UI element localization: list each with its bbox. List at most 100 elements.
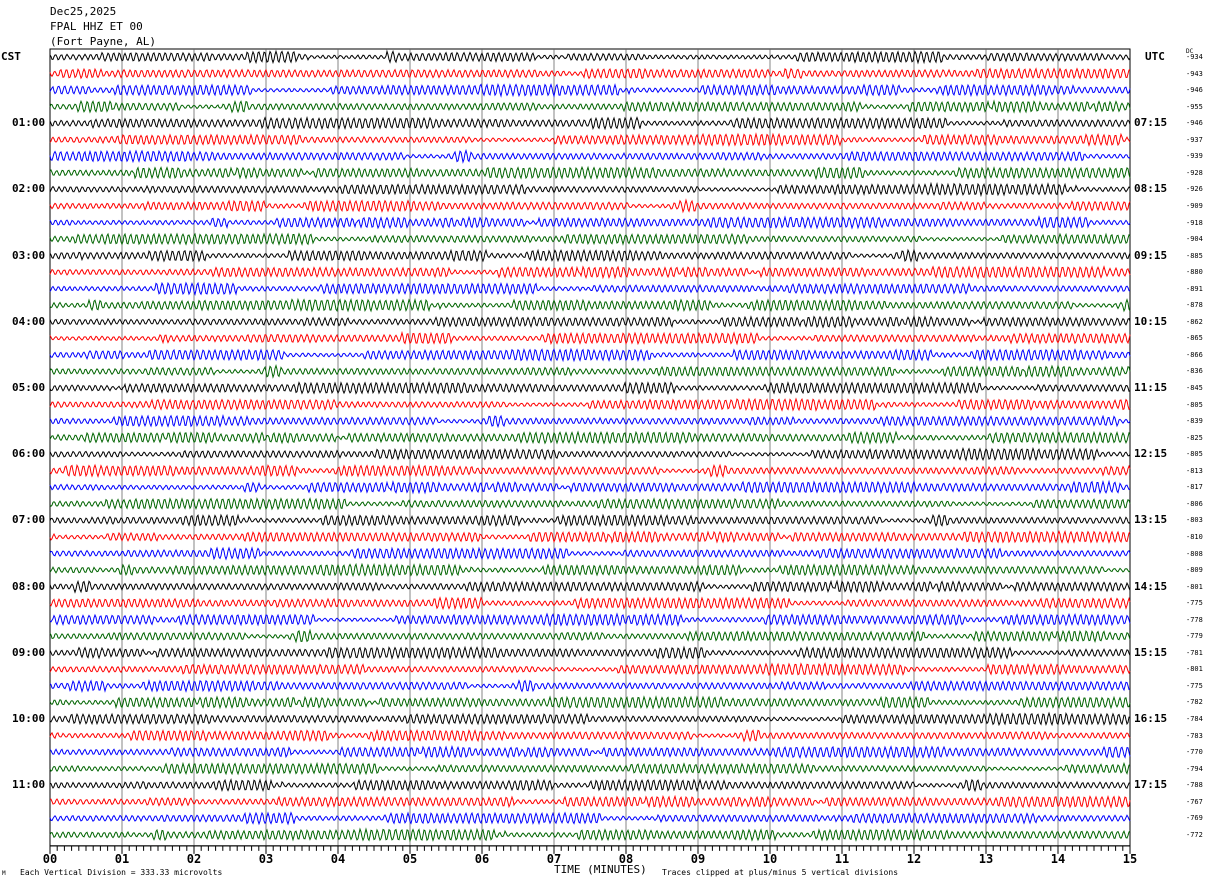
x-tick-label: 11	[835, 852, 849, 866]
cst-hour-label: 01:00	[12, 116, 46, 130]
x-tick-label: 05	[403, 852, 417, 866]
cst-axis-label: CST	[1, 50, 21, 63]
header-location: (Fort Payne, AL)	[50, 35, 156, 48]
plot-frame	[49, 48, 1131, 847]
header-station: FPAL HHZ ET 00	[50, 20, 143, 33]
dc-offset: -937	[1186, 135, 1203, 144]
seismic-trace	[49, 811, 1131, 826]
seismic-trace	[49, 414, 1131, 429]
x-tick-label: 13	[979, 852, 993, 866]
x-tick-label: 12	[907, 852, 921, 866]
seismic-trace	[49, 479, 1131, 495]
seismic-trace	[49, 529, 1131, 544]
dc-offset: -926	[1186, 185, 1203, 194]
dc-offset: -770	[1186, 748, 1203, 757]
utc-hour-label: 16:15	[1134, 712, 1168, 725]
seismic-trace	[49, 165, 1131, 181]
dc-label: DC	[1186, 48, 1194, 55]
seismic-trace	[49, 711, 1130, 727]
dc-offset: -794	[1186, 764, 1203, 773]
dc-offset: -904	[1186, 235, 1203, 244]
dc-offset: -781	[1186, 648, 1203, 657]
utc-hour-label: 12:15	[1134, 447, 1168, 461]
utc-hour-label: 07:15	[1134, 116, 1168, 130]
cst-hour-label: 05:00	[12, 381, 46, 394]
cst-hour-label: 09:00	[12, 645, 46, 659]
dc-offset: -783	[1186, 731, 1203, 740]
utc-hour-label: 09:15	[1134, 248, 1168, 262]
cst-hour-label: 11:00	[12, 778, 46, 792]
seismic-trace	[49, 446, 1131, 462]
cst-hour-label: 04:00	[12, 314, 46, 328]
x-tick-label: 07	[547, 852, 561, 866]
dc-offset: -825	[1186, 433, 1203, 442]
dc-offset: -880	[1186, 268, 1203, 277]
dc-offset: -805	[1186, 450, 1203, 459]
seismic-trace	[49, 347, 1131, 363]
x-tick-label: 10	[763, 852, 777, 866]
dc-offset: -817	[1186, 483, 1203, 492]
dc-offset: -878	[1186, 301, 1203, 310]
cst-hour-label: 02:00	[12, 182, 46, 196]
dc-offset: -813	[1186, 466, 1203, 475]
dc-offset: -810	[1186, 532, 1203, 541]
x-tick-label: 08	[619, 852, 633, 866]
utc-hour-label: 17:15	[1134, 778, 1168, 792]
dc-offset: -866	[1186, 350, 1203, 359]
dc-offset: -928	[1186, 168, 1203, 177]
utc-hour-label: 10:15	[1134, 314, 1168, 328]
dc-offset: -788	[1186, 781, 1203, 790]
seismic-trace	[49, 645, 1131, 660]
seismic-trace	[49, 794, 1131, 809]
x-tick-label: 00	[43, 852, 57, 866]
cst-hour-label: 10:00	[12, 712, 46, 725]
seismic-trace	[49, 430, 1131, 445]
seismic-trace	[49, 198, 1131, 214]
dc-offset: -782	[1186, 698, 1203, 707]
utc-axis-label: UTC	[1145, 50, 1165, 63]
dc-offset: -862	[1186, 317, 1203, 326]
dc-offset: -891	[1186, 284, 1203, 293]
dc-offset: -808	[1186, 549, 1203, 558]
seismic-trace	[49, 761, 1131, 776]
seismic-trace	[49, 397, 1131, 412]
utc-hour-label: 14:15	[1134, 579, 1168, 593]
seismic-trace	[49, 364, 1131, 379]
clip-note: Traces clipped at plus/minus 5 vertical …	[662, 868, 899, 877]
dc-offset: -934	[1186, 53, 1203, 61]
seismic-trace	[49, 82, 1131, 98]
dc-offset: -955	[1186, 102, 1203, 111]
seismic-trace	[49, 497, 1131, 511]
cst-hour-label: 06:00	[12, 447, 46, 461]
seismic-trace	[49, 315, 1131, 329]
seismic-trace	[49, 330, 1131, 346]
seismic-trace	[49, 248, 1131, 263]
dc-offset: -836	[1186, 367, 1203, 376]
corner-mark: M	[2, 870, 6, 877]
seismic-trace	[49, 49, 1131, 65]
header-date: Dec25,2025	[50, 5, 117, 18]
dc-offset: -909	[1186, 201, 1203, 210]
utc-hour-label: 15:15	[1134, 645, 1168, 659]
dc-offset: -845	[1186, 384, 1203, 392]
seismic-trace	[49, 827, 1131, 843]
dc-offset: -885	[1186, 251, 1203, 260]
dc-offset: -775	[1186, 681, 1203, 690]
dc-offset: -775	[1186, 599, 1203, 608]
cst-hour-label: 03:00	[12, 248, 46, 262]
dc-offset: -918	[1186, 218, 1203, 227]
seismic-trace	[49, 265, 1131, 280]
x-tick-label: 09	[691, 852, 705, 866]
seismic-trace	[49, 215, 1131, 230]
dc-offset: -801	[1186, 665, 1203, 674]
seismic-trace	[49, 596, 1131, 611]
seismic-trace	[49, 297, 1131, 313]
seismic-trace	[49, 661, 1131, 677]
dc-offset: -772	[1186, 830, 1203, 839]
seismic-trace	[49, 579, 1131, 594]
x-tick-label: 04	[331, 852, 345, 866]
cst-hour-label: 08:00	[12, 579, 46, 593]
dc-offset: -946	[1186, 86, 1203, 95]
dc-offset: -939	[1186, 152, 1203, 161]
